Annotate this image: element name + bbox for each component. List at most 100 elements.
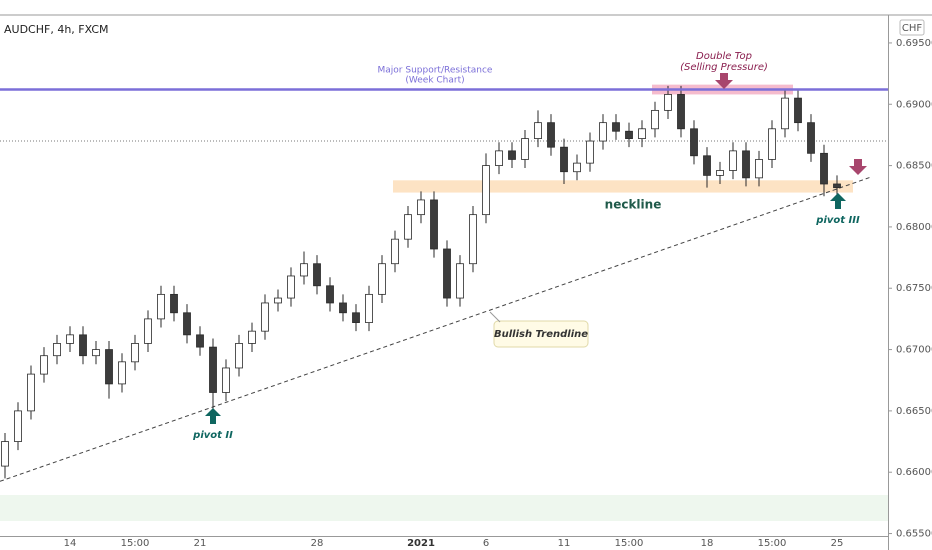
candle-body bbox=[313, 263, 321, 287]
x-tick-label: 15:00 bbox=[615, 538, 644, 549]
trendline-connector bbox=[489, 311, 501, 323]
symbol-label: AUDCHF, 4h, FXCM bbox=[4, 23, 109, 36]
candle-body bbox=[183, 312, 191, 336]
candle-body bbox=[495, 150, 503, 166]
candle-body bbox=[638, 128, 646, 139]
candle-body bbox=[599, 122, 607, 142]
candle-body bbox=[469, 214, 477, 265]
x-tick-label: 21 bbox=[194, 538, 207, 549]
trendline-label-box bbox=[493, 320, 589, 348]
candle-body bbox=[651, 109, 659, 130]
double-top-label: (Selling Pressure) bbox=[680, 62, 768, 73]
candle-body bbox=[300, 263, 308, 277]
candle-body bbox=[157, 293, 165, 320]
x-tick-label: 14 bbox=[64, 538, 77, 549]
candle-body bbox=[560, 146, 568, 173]
candle-body bbox=[586, 140, 594, 164]
candle-body bbox=[196, 334, 204, 348]
x-tick-label: 15:00 bbox=[121, 538, 150, 549]
candle-body bbox=[612, 122, 620, 132]
candle-body bbox=[1, 441, 9, 467]
neckline-label: neckline bbox=[605, 198, 662, 212]
candle-body bbox=[339, 302, 347, 314]
candle-body bbox=[274, 297, 282, 304]
candle-body bbox=[768, 128, 776, 160]
candle-body bbox=[677, 94, 685, 130]
trendline-label: Bullish Trendline bbox=[494, 329, 588, 340]
candle-body bbox=[248, 330, 256, 344]
candle-body bbox=[794, 97, 802, 124]
candle-body bbox=[508, 150, 516, 160]
x-tick-label: 2021 bbox=[407, 538, 435, 549]
bottom-band bbox=[0, 495, 888, 521]
x-tick-label: 6 bbox=[483, 538, 489, 549]
candle-body bbox=[742, 150, 750, 179]
candle-body bbox=[482, 165, 490, 216]
candle-body bbox=[716, 170, 724, 176]
up-arrow bbox=[205, 408, 221, 424]
candle-body bbox=[521, 138, 529, 160]
candle-body bbox=[690, 128, 698, 157]
candle-body bbox=[235, 343, 243, 369]
candle-body bbox=[170, 293, 178, 314]
candle-body bbox=[27, 373, 35, 412]
candle-body bbox=[820, 152, 828, 185]
candle-body bbox=[40, 355, 48, 375]
candle-body bbox=[144, 318, 152, 344]
candle-body bbox=[14, 410, 22, 442]
candle-body bbox=[53, 343, 61, 357]
candle-body bbox=[430, 199, 438, 250]
candle-body bbox=[118, 361, 126, 385]
resistance-label: (Week Chart) bbox=[405, 76, 464, 86]
candle-body bbox=[534, 122, 542, 139]
candle-body bbox=[209, 346, 217, 393]
candle-body bbox=[404, 214, 412, 240]
candle-body bbox=[625, 130, 633, 139]
pivot-label: pivot II bbox=[192, 430, 233, 441]
candle-body bbox=[378, 263, 386, 295]
candles bbox=[1, 85, 841, 479]
candle-body bbox=[92, 349, 100, 357]
candle-body bbox=[443, 248, 451, 299]
candle-body bbox=[261, 302, 269, 332]
x-tick-label: 25 bbox=[831, 538, 844, 549]
down-arrow bbox=[715, 73, 733, 89]
candle-body bbox=[66, 334, 74, 344]
candle-body bbox=[105, 349, 113, 385]
candle-body bbox=[573, 162, 581, 173]
candle-body bbox=[755, 159, 763, 179]
neckline-zone bbox=[393, 180, 853, 193]
candle-body bbox=[833, 183, 841, 189]
x-tick-label: 28 bbox=[311, 538, 324, 549]
y-tick-label: 0.65500 bbox=[896, 529, 932, 540]
candle-body bbox=[547, 122, 555, 148]
pivot-label: pivot III bbox=[815, 215, 860, 226]
resistance-label: Major Support/Resistance bbox=[378, 66, 493, 76]
candle-body bbox=[365, 293, 373, 323]
x-tick-label: 11 bbox=[558, 538, 571, 549]
candle-body bbox=[781, 97, 789, 130]
candle-body bbox=[391, 238, 399, 265]
currency-box bbox=[899, 19, 925, 36]
candle-body bbox=[352, 312, 360, 323]
candle-body bbox=[703, 155, 711, 176]
currency-label: CHF bbox=[902, 23, 923, 34]
candle-body bbox=[729, 150, 737, 171]
candle-body bbox=[131, 343, 139, 363]
x-tick-label: 15:00 bbox=[758, 538, 787, 549]
x-tick-label: 18 bbox=[701, 538, 714, 549]
candle-body bbox=[807, 122, 815, 154]
double-top-label: Double Top bbox=[696, 51, 752, 62]
up-arrow bbox=[830, 193, 846, 209]
candle-body bbox=[456, 263, 464, 299]
